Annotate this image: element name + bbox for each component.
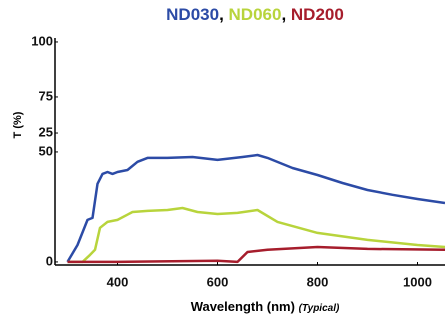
chart-title: ND030, ND060, ND200 — [166, 5, 344, 24]
title-part: ND030 — [166, 5, 219, 24]
series-line — [66, 153, 445, 263]
title-separator: , — [219, 5, 228, 24]
x-axis-label: Wavelength (nm) (Typical) — [191, 299, 340, 314]
y-tick-label: 100 — [31, 33, 53, 48]
title-separator: , — [281, 5, 290, 24]
title-part: ND200 — [291, 5, 344, 24]
series-line — [67, 206, 445, 264]
x-tick-label: 400 — [107, 274, 129, 289]
y-tick-label: 25 — [39, 124, 53, 139]
title-part: ND060 — [229, 5, 282, 24]
plot-area — [66, 153, 445, 264]
y-tick-label: 0 — [46, 253, 53, 268]
x-tick-label: 800 — [307, 274, 329, 289]
x-tick-label: 1000 — [403, 274, 432, 289]
x-axis-title: Wavelength (nm) — [191, 299, 295, 314]
y-tick-label: 75 — [39, 88, 53, 103]
x-axis-note: (Typical) — [299, 303, 340, 314]
y-axis-label: T (%) — [12, 111, 24, 138]
x-tick-label: 600 — [207, 274, 229, 289]
series-line — [67, 245, 445, 264]
y-tick-label: 50 — [39, 143, 53, 158]
